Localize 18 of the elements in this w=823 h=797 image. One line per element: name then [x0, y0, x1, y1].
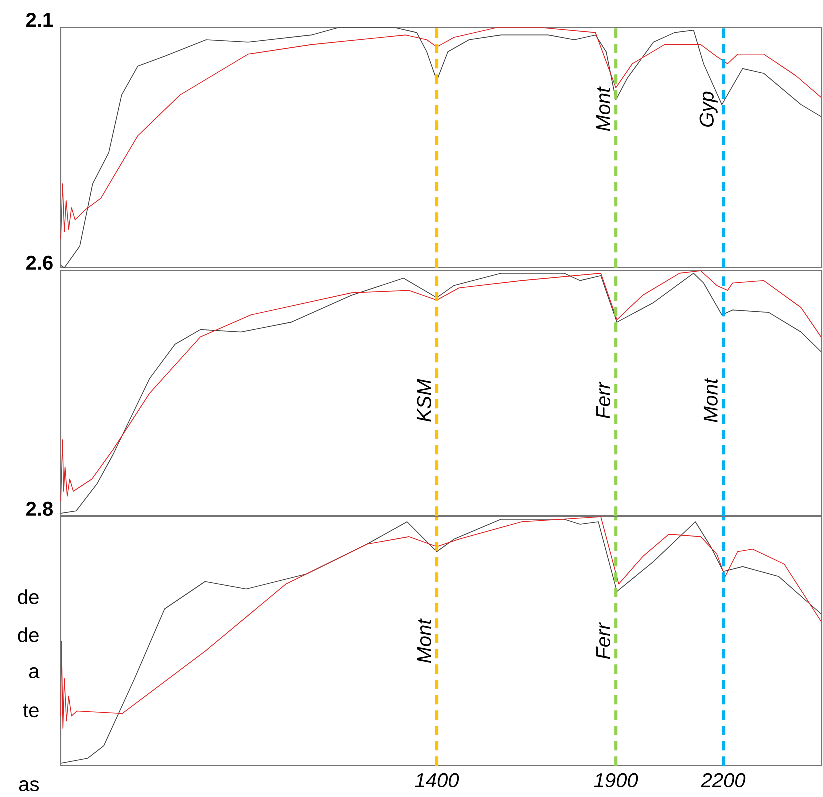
x-tick-label: 2200	[701, 773, 746, 788]
chart-title: 2.6	[26, 256, 53, 270]
chart-title: 2.1	[26, 13, 54, 27]
text: te	[23, 704, 39, 718]
ref-line-label: KSM	[417, 379, 432, 422]
text: de	[18, 590, 39, 604]
x-tick-label: 1400	[415, 773, 460, 788]
ref-line-label: Gyp	[700, 92, 718, 127]
ref-line-label: Mont	[704, 378, 718, 422]
text: de	[18, 628, 39, 642]
text: as	[19, 780, 39, 792]
x-tick-label: 1900	[594, 773, 638, 788]
text: a	[29, 668, 40, 678]
ref-line-label: Mont	[596, 86, 610, 132]
ref-line-label: Ferr	[596, 622, 610, 660]
ref-line-label: Mont	[417, 618, 432, 664]
chart-title: 2.8	[26, 502, 54, 516]
ref-line-label: Ferr	[596, 382, 610, 419]
